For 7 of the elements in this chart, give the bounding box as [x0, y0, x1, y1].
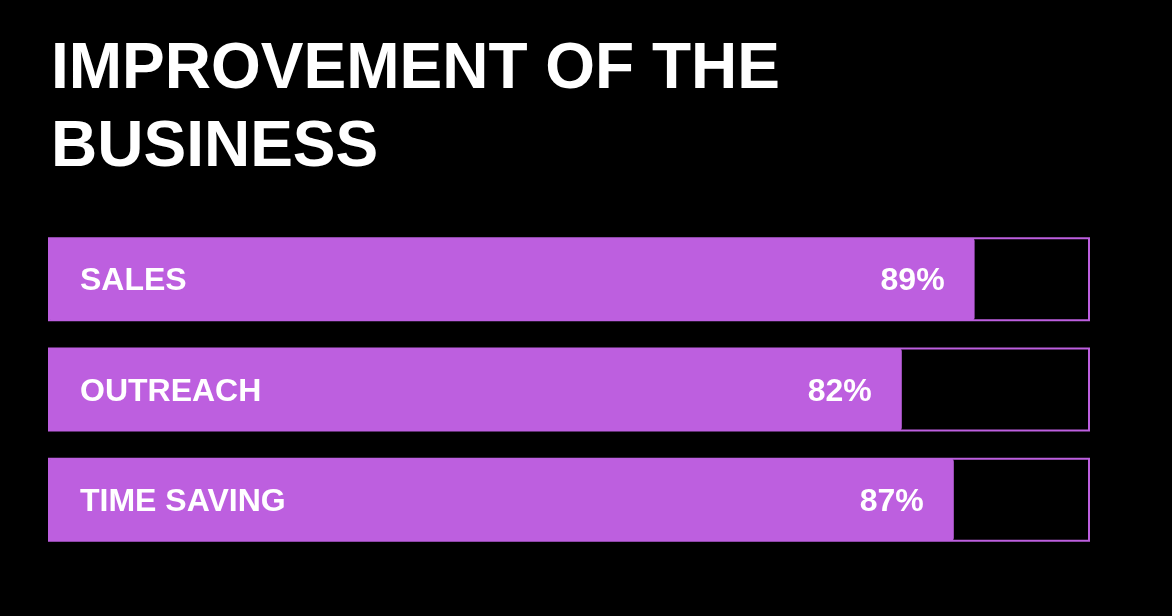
chart-title: IMPROVEMENT OF THE BUSINESS: [51, 30, 798, 180]
data-label: 87%: [859, 481, 924, 518]
data-label: 89%: [880, 261, 945, 298]
y-tick-label: SALES: [80, 261, 187, 298]
y-tick-label: TIME SAVING: [80, 481, 286, 518]
data-label: 82%: [807, 371, 872, 408]
y-tick-label: OUTREACH: [80, 371, 262, 408]
